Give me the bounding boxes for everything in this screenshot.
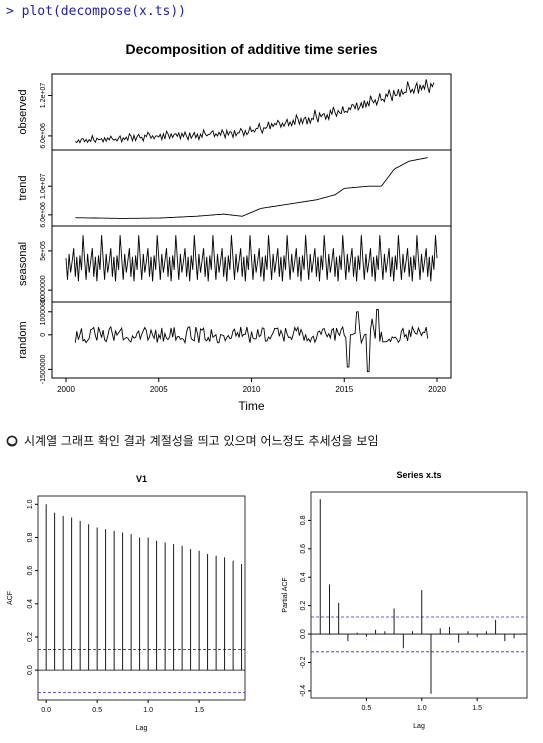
y-tick-label: -1500000	[40, 354, 47, 384]
x-tick-label: 2005	[150, 385, 168, 394]
y-tick-label: 0.2	[27, 632, 34, 642]
y-tick-label: -0.4	[300, 685, 307, 697]
chart-title: V1	[136, 474, 147, 484]
decomposition-chart: Decomposition of additive time series obs…	[17, 41, 452, 413]
y-tick-label: 0.2	[300, 601, 307, 611]
x-axis-label: Time	[238, 399, 265, 413]
console-command: > plot(decompose(x.ts))	[6, 4, 187, 19]
plot-frame	[37, 495, 246, 701]
series-line-random	[74, 309, 429, 373]
x-tick-label: 0.5	[362, 705, 372, 712]
y-tick-label: 6.0e+06	[40, 123, 47, 149]
panel-label: seasonal	[17, 242, 29, 286]
y-tick-label: -0.2	[300, 656, 307, 668]
y-tick-label: 0.6	[27, 566, 34, 576]
series-line-trend	[75, 157, 428, 219]
chart-title: Decomposition of additive time series	[125, 41, 377, 57]
x-tick-label: 1.5	[194, 707, 204, 714]
note: 시계열 그래프 확인 결과 계절성을 띄고 있으며 어느정도 추세성을 보임	[6, 432, 379, 449]
x-tick-label: 0.5	[92, 707, 102, 714]
y-tick-label: 1.0	[27, 499, 34, 509]
y-tick-label: 0.6	[300, 544, 307, 554]
circle-bullet-icon	[6, 435, 18, 446]
x-tick-label: 1.0	[143, 707, 153, 714]
y-tick-label: -1000000	[40, 275, 47, 305]
x-axis-label: Lag	[136, 725, 148, 732]
y-tick-label: 0.8	[300, 515, 307, 525]
panel-label: trend	[17, 175, 29, 200]
y-tick-label: 6.0e+06	[40, 202, 47, 228]
panel-label: random	[17, 321, 29, 358]
chart-title: Series x.ts	[396, 470, 441, 480]
y-tick-label: 0.4	[27, 599, 34, 609]
y-tick-label: 0.0	[300, 629, 307, 639]
y-tick-label: 0.8	[27, 532, 34, 542]
pacf-chart: Series x.ts -0.4 -0.2 0.0 0.2 0.4 0.6 0.8 0.5 1.0…	[282, 470, 528, 730]
note-text: 시계열 그래프 확인 결과 계절성을 띄고 있으며 어느정도 추세성을 보임	[24, 434, 379, 448]
x-tick-label: 2020	[428, 385, 446, 394]
y-tick-label: 1.0e+07	[40, 173, 47, 199]
x-axis-label: Lag	[413, 723, 425, 730]
x-tick-label: 2010	[243, 385, 261, 394]
panel-frame	[51, 149, 452, 227]
y-tick-label: 1.2e+07	[40, 83, 47, 109]
y-tick-label: 0.4	[300, 572, 307, 582]
y-axis-label: ACF	[7, 591, 14, 605]
y-tick-label: 1000000	[40, 298, 47, 325]
series-line-observed	[75, 79, 435, 144]
x-tick-label: 2015	[335, 385, 353, 394]
x-tick-label: 1.5	[472, 705, 482, 712]
plot-frame	[310, 491, 528, 699]
y-axis-label: Partial ACF	[282, 577, 289, 612]
panel-label: observed	[17, 89, 29, 134]
x-tick-label: 1.0	[417, 705, 427, 712]
y-tick-label: 0	[40, 333, 47, 337]
x-tick-label: 0.0	[41, 707, 51, 714]
y-tick-label: 5e+05	[40, 241, 47, 261]
acf-chart: V1 0.0 0.2 0.4 0.6 0.8 1.0 0.0 0.5 1.0 1.5 Lag ACF	[7, 474, 246, 732]
x-tick-label: 2000	[57, 385, 75, 394]
y-tick-label: 0.0	[27, 665, 34, 675]
series-line-seasonal	[65, 235, 438, 282]
